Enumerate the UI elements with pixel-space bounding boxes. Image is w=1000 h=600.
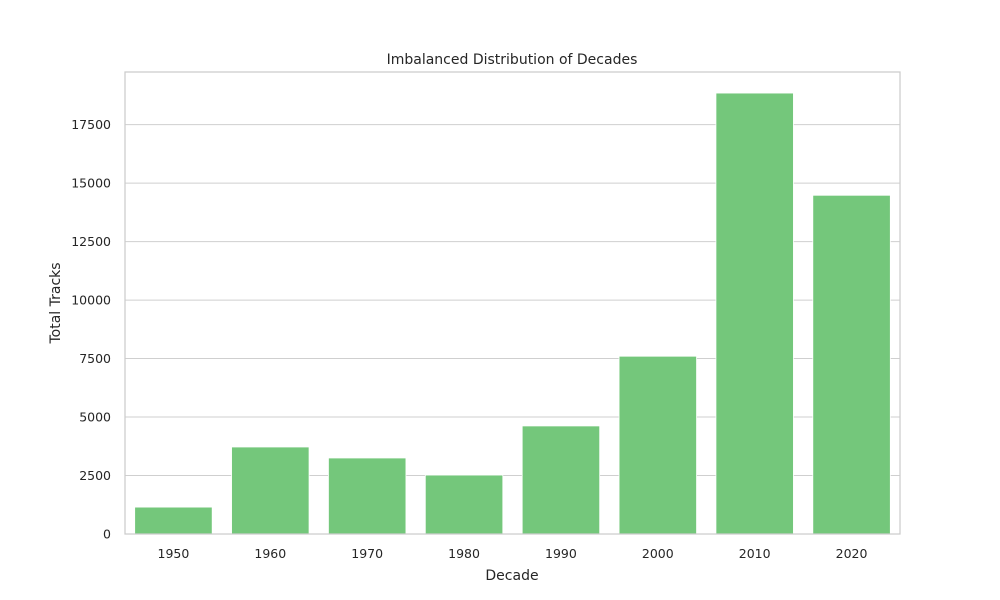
y-axis-label: Total Tracks <box>48 262 64 344</box>
x-tick-label: 2020 <box>836 546 868 561</box>
y-tick-label: 2500 <box>79 468 111 483</box>
plot-frame <box>124 71 901 535</box>
bar-1960 <box>231 446 310 535</box>
y-axis-ticks: 0 2500 5000 7500 10000 12500 15000 17500 <box>71 117 111 541</box>
x-tick-label: 1990 <box>545 546 577 561</box>
y-tick-label: 17500 <box>71 117 111 132</box>
bar-2020 <box>812 194 891 535</box>
bar-1980 <box>424 474 504 535</box>
x-tick-label: 1960 <box>254 546 286 561</box>
y-tick-label: 12500 <box>71 234 111 249</box>
y-tick-label: 0 <box>103 527 111 542</box>
bar-1970 <box>328 457 407 535</box>
y-tick-label: 7500 <box>79 351 111 366</box>
y-tick-label: 15000 <box>71 176 111 191</box>
y-tick-label: 10000 <box>71 293 111 308</box>
x-axis-label: Decade <box>485 568 538 584</box>
bars <box>134 92 891 535</box>
x-axis-ticks: 1950 1960 1970 1980 1990 2000 2010 2020 <box>158 546 868 561</box>
x-tick-label: 2000 <box>642 546 674 561</box>
bar-1950 <box>134 506 213 535</box>
x-tick-label: 1950 <box>158 546 190 561</box>
bar-2000 <box>618 355 697 535</box>
bar-2010 <box>715 92 794 535</box>
y-tick-label: 5000 <box>79 410 111 425</box>
x-tick-label: 1980 <box>448 546 480 561</box>
bar-1990 <box>521 425 601 535</box>
x-tick-label: 1970 <box>351 546 383 561</box>
chart-title: Imbalanced Distribution of Decades <box>387 52 638 68</box>
x-tick-label: 2010 <box>739 546 771 561</box>
